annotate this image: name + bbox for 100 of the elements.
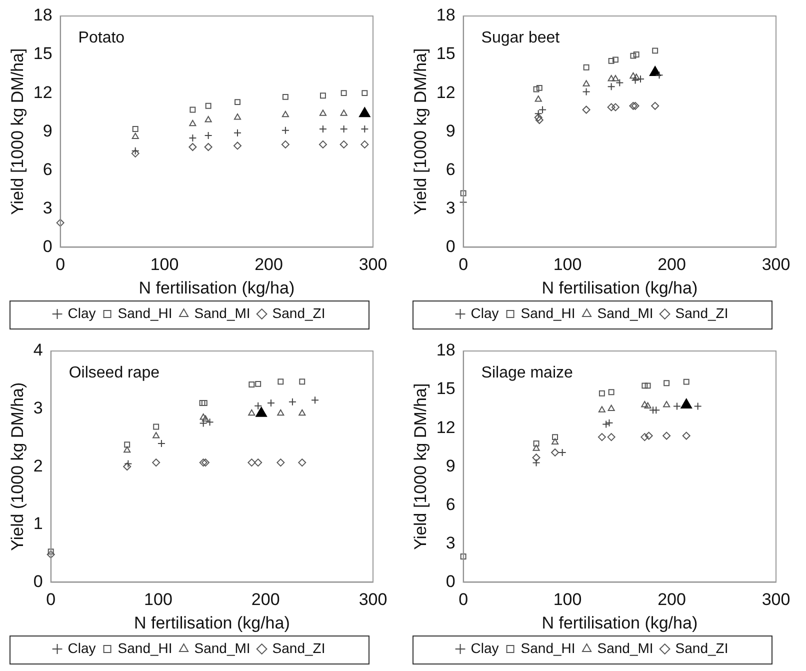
y-axis-title: Yield (1000 kg DM/ha) — [8, 382, 27, 551]
legend-label: Sand_ZI — [272, 304, 326, 321]
legend-label: Sand_HI — [118, 304, 172, 321]
point — [199, 400, 206, 406]
point — [360, 140, 369, 148]
point — [288, 398, 296, 406]
point — [282, 94, 288, 100]
point — [123, 462, 132, 471]
point — [663, 400, 670, 408]
point — [582, 106, 590, 114]
point — [583, 64, 590, 70]
point — [642, 382, 648, 389]
legend-label: Clay — [68, 640, 96, 656]
point — [534, 110, 542, 118]
point — [616, 78, 624, 87]
point — [672, 402, 681, 410]
point — [558, 448, 566, 456]
y-tick-label: 18 — [436, 340, 456, 360]
point — [534, 113, 542, 122]
point — [608, 58, 614, 64]
y-tick-label: 15 — [33, 44, 52, 64]
point — [266, 399, 275, 408]
point — [640, 433, 649, 442]
point — [318, 140, 327, 148]
point — [631, 102, 640, 110]
point — [651, 102, 660, 110]
point — [532, 444, 540, 451]
point — [533, 440, 540, 446]
point — [664, 380, 670, 386]
y-tick-label: 1 — [33, 514, 43, 534]
point — [200, 413, 207, 420]
point — [299, 378, 306, 385]
legend-label: Sand_HI — [118, 640, 172, 656]
point — [318, 125, 327, 134]
point — [282, 110, 289, 118]
point — [340, 90, 347, 96]
x-tick-label: 300 — [762, 255, 790, 274]
x-axis-title: N fertilisation (kg/ha) — [542, 613, 698, 632]
point — [152, 432, 160, 438]
y-tick-label: 15 — [436, 379, 456, 398]
point — [188, 134, 197, 142]
point — [551, 448, 560, 456]
y-tick-label: 12 — [436, 82, 456, 102]
y-tick-label: 2 — [33, 456, 43, 476]
point — [644, 432, 653, 440]
point — [608, 74, 615, 82]
point — [254, 458, 262, 467]
x-tick-label: 200 — [251, 590, 280, 610]
point — [124, 460, 132, 468]
point — [340, 110, 348, 116]
point — [602, 420, 610, 428]
point — [234, 142, 242, 150]
x-axis-title: N fertilisation (kg/ha) — [134, 613, 290, 632]
point — [630, 72, 637, 79]
point — [199, 419, 208, 428]
point — [607, 82, 616, 91]
y-tick-label: 9 — [446, 456, 456, 476]
point — [202, 415, 210, 422]
point — [612, 56, 618, 63]
point — [201, 458, 210, 467]
legend-label: Sand_HI — [520, 640, 576, 656]
text: Silage maize — [481, 364, 574, 382]
point — [611, 103, 620, 112]
point — [206, 418, 214, 426]
point — [132, 132, 139, 139]
point — [460, 554, 466, 560]
point — [124, 446, 131, 453]
point — [234, 113, 242, 120]
y-axis-title: Yield [1000 kg DM/ha] — [410, 383, 430, 550]
x-tick-label: 0 — [458, 590, 468, 610]
x-tick-label: 100 — [553, 590, 582, 610]
point — [652, 48, 658, 54]
legend-label: Sand_MI — [597, 304, 654, 321]
point — [534, 95, 542, 102]
legend-label: Sand_ZI — [675, 304, 728, 321]
x-tick-label: 200 — [658, 255, 686, 274]
point — [320, 92, 326, 99]
point — [199, 458, 208, 467]
point — [460, 190, 466, 196]
point — [532, 458, 540, 467]
point — [153, 424, 160, 430]
point — [124, 442, 130, 448]
y-tick-label: 3 — [446, 198, 456, 218]
point — [234, 99, 240, 106]
legend-label: Sand_MI — [597, 640, 654, 656]
legend-label: Clay — [470, 640, 499, 656]
point — [630, 52, 636, 59]
point — [362, 90, 368, 96]
point — [46, 550, 55, 558]
y-tick-label: 18 — [436, 6, 456, 25]
x-tick-label: 300 — [358, 590, 388, 610]
point — [598, 406, 606, 412]
point — [190, 106, 196, 113]
point — [281, 140, 290, 148]
y-tick-label: 0 — [446, 572, 456, 591]
point — [48, 548, 54, 555]
point — [636, 74, 644, 83]
point — [631, 76, 640, 84]
x-tick-label: 0 — [458, 255, 468, 274]
x-tick-label: 100 — [553, 255, 582, 274]
